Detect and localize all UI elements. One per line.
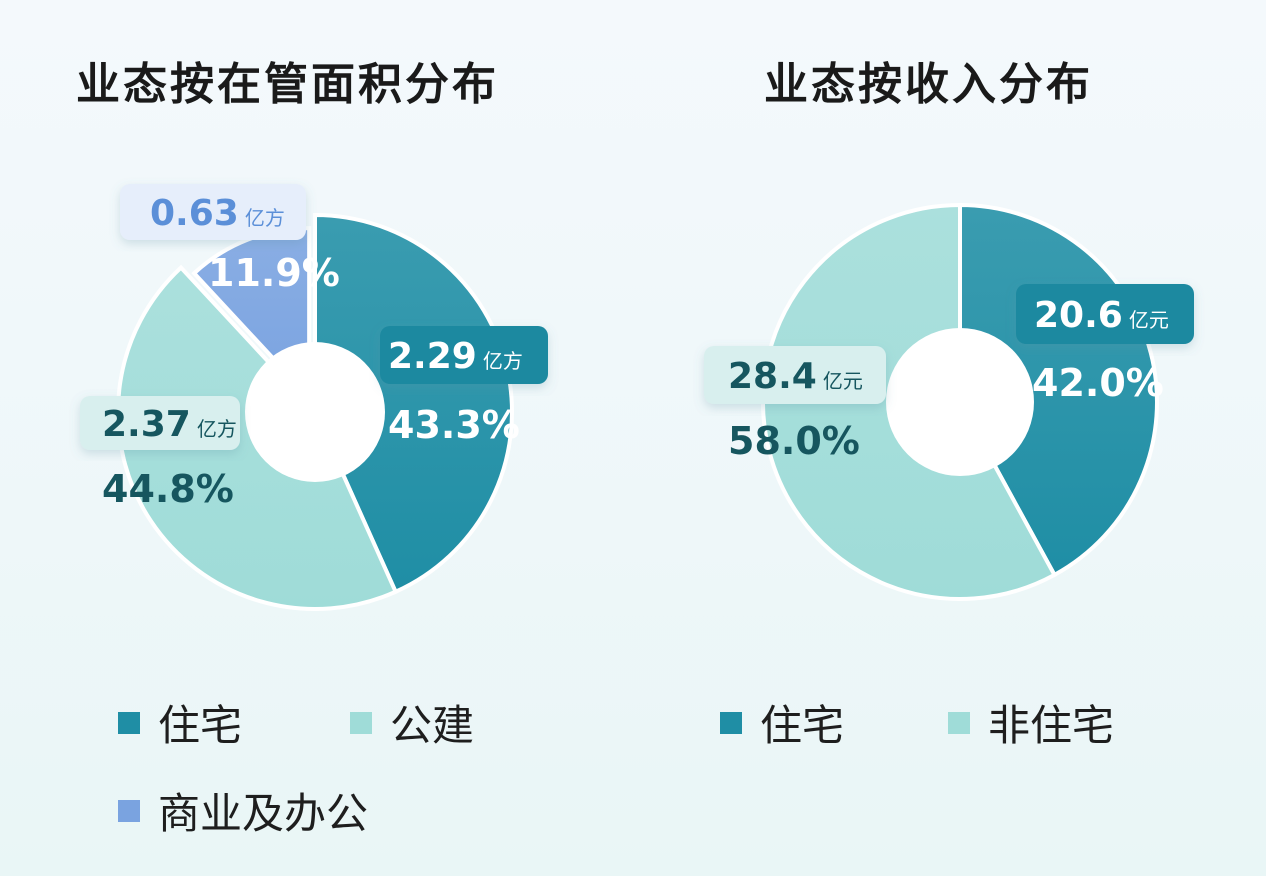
value-label-residential: 2.29 亿方 (388, 336, 523, 377)
legend-swatch-non-residential (948, 711, 970, 734)
legend-label-commercial: 商业及办公 (158, 789, 369, 838)
legend-item-residential-revenue: 住宅 (720, 692, 844, 753)
donut-hole (886, 328, 1034, 476)
area-chart-title: 业态按在管面积分布 (76, 59, 499, 110)
value-label-non-residential: 28.4 亿元 (728, 356, 863, 397)
value-box-non-residential (704, 346, 886, 404)
area-donut-chart: 2.29 亿方 43.3% 2.37 亿方 44.8% 0.63 亿方 11.9% (80, 184, 548, 611)
percent-label-commercial: 11.9% (208, 251, 340, 295)
legend-swatch-residential (118, 711, 140, 734)
legend-item-commercial: 商业及办公 (118, 780, 368, 841)
percent-label-non-residential: 58.0% (728, 419, 860, 463)
revenue-chart-title: 业态按收入分布 (764, 59, 1093, 110)
legend-label-residential-revenue: 住宅 (760, 701, 845, 750)
legend-item-public: 公建 (350, 692, 474, 753)
value-label-residential-revenue: 20.6 亿元 (1034, 295, 1169, 336)
percent-label-residential-revenue: 42.0% (1032, 361, 1164, 405)
revenue-chart-panel: 业态按收入分布 20.6 亿元 42.0% 28.4 亿元 58.0% 住宅 非住宅 (620, 0, 1266, 876)
value-box-public (80, 396, 240, 450)
value-label-public: 2.37 亿方 (102, 404, 237, 445)
value-label-commercial: 0.63 亿方 (150, 193, 285, 234)
legend-label-non-residential: 非住宅 (988, 701, 1115, 750)
legend-label-public: 公建 (390, 701, 475, 750)
legend-label-residential: 住宅 (158, 701, 243, 750)
percent-label-public: 44.8% (102, 467, 234, 511)
value-box-residential-revenue (1016, 284, 1194, 344)
value-box-commercial (120, 184, 306, 240)
area-chart-panel: 业态按在管面积分布 2.29 亿方 43.3% 2.37 亿方 44.8% 0.63 亿方 11… (0, 0, 620, 876)
legend-swatch-public (350, 711, 372, 734)
legend-swatch-residential-revenue (720, 711, 742, 734)
value-box-residential (380, 326, 548, 384)
legend-item-residential: 住宅 (118, 692, 242, 753)
revenue-donut-chart: 20.6 亿元 42.0% 28.4 亿元 58.0% (704, 202, 1194, 601)
legend-item-non-residential: 非住宅 (948, 692, 1114, 753)
donut-hole (245, 342, 385, 482)
legend-swatch-commercial (118, 799, 140, 822)
percent-label-residential: 43.3% (388, 403, 520, 447)
